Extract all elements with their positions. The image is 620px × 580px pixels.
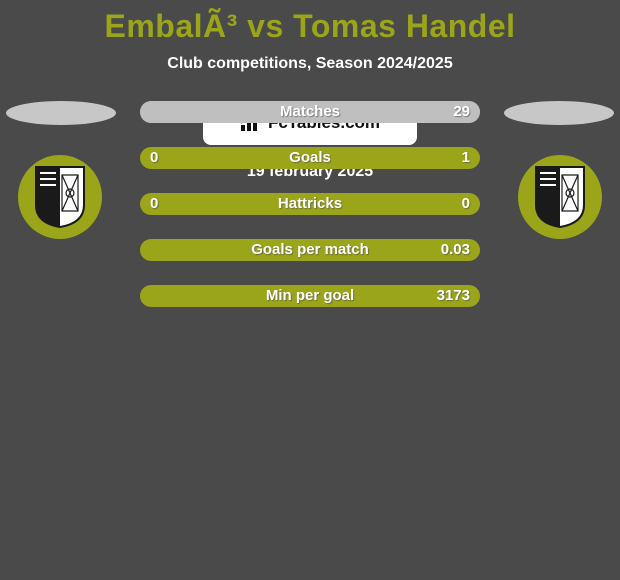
stat-label: Min per goal [140, 285, 480, 307]
shield-icon [32, 165, 88, 229]
stat-value-right: 29 [453, 101, 470, 123]
stat-row: Matches29 [140, 101, 480, 123]
stat-value-right: 1 [462, 147, 470, 169]
stat-row: Goals per match0.03 [140, 239, 480, 261]
country-flag-left [6, 101, 116, 125]
page-title: EmbalÃ³ vs Tomas Handel [0, 0, 620, 45]
stat-row: Min per goal3173 [140, 285, 480, 307]
stat-value-right: 3173 [437, 285, 470, 307]
country-flag-right [504, 101, 614, 125]
stat-row: 0Hattricks0 [140, 193, 480, 215]
stat-label: Goals per match [140, 239, 480, 261]
page-subtitle: Club competitions, Season 2024/2025 [0, 55, 620, 73]
stat-label: Goals [140, 147, 480, 169]
page: EmbalÃ³ vs Tomas Handel Club competition… [0, 0, 620, 580]
stat-label: Hattricks [140, 193, 480, 215]
stat-label: Matches [140, 101, 480, 123]
club-badge-left [18, 155, 102, 239]
shield-icon [532, 165, 588, 229]
stat-value-right: 0 [462, 193, 470, 215]
stat-row: 0Goals1 [140, 147, 480, 169]
club-badge-right [518, 155, 602, 239]
stat-rows: Matches290Goals10Hattricks0Goals per mat… [140, 101, 480, 331]
stat-value-right: 0.03 [441, 239, 470, 261]
